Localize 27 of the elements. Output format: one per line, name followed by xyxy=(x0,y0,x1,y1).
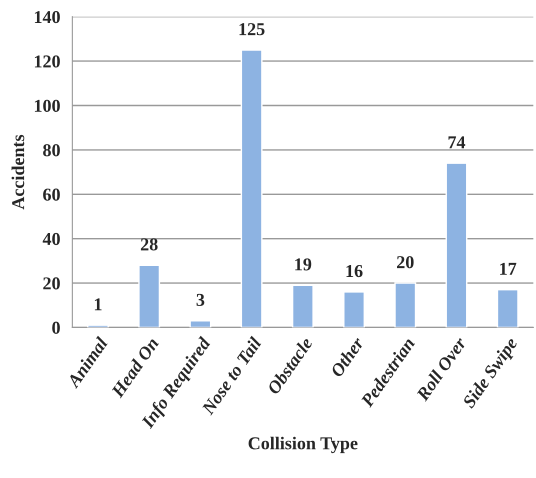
bar xyxy=(394,282,416,328)
data-label: 1 xyxy=(94,298,102,310)
data-label: 20 xyxy=(397,256,414,268)
y-tick-label: 0 xyxy=(52,322,60,334)
bar xyxy=(343,291,365,328)
data-label: 19 xyxy=(295,258,312,270)
bar xyxy=(292,284,314,328)
bar xyxy=(446,162,468,328)
x-axis-title: Collision Type xyxy=(248,436,358,454)
bar xyxy=(138,264,160,328)
data-label: 17 xyxy=(500,262,516,275)
data-label: 28 xyxy=(140,238,158,251)
bar xyxy=(496,289,519,328)
data-label: 74 xyxy=(448,136,466,148)
bar xyxy=(240,49,263,328)
y-tick-label: 140 xyxy=(34,10,60,24)
y-tick-label: 100 xyxy=(34,100,60,112)
y-tick-label: 120 xyxy=(34,55,60,68)
data-label: 125 xyxy=(240,23,265,36)
y-tick-label: 20 xyxy=(43,277,60,290)
y-axis-title: Accidents xyxy=(12,134,24,210)
data-label: 3 xyxy=(196,294,204,306)
data-label: 16 xyxy=(346,265,363,278)
bar xyxy=(189,320,212,328)
y-tick-label: 60 xyxy=(43,188,60,201)
y-tick-label: 80 xyxy=(43,144,60,156)
y-tick-label: 40 xyxy=(42,232,60,246)
